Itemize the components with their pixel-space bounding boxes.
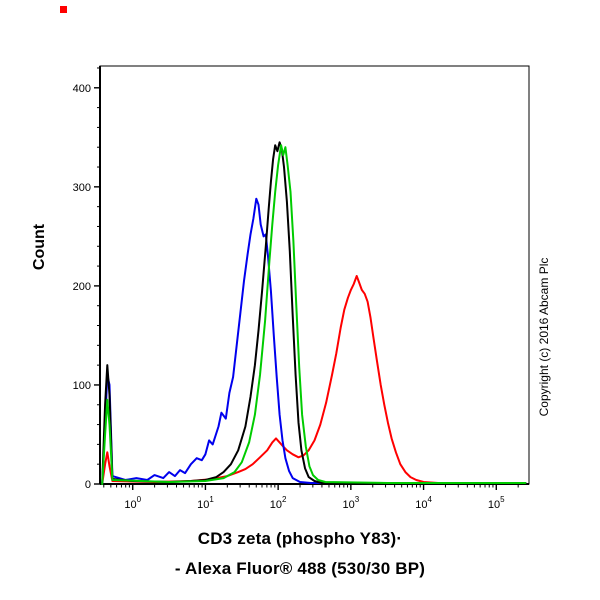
plot-frame (99, 65, 530, 485)
y-tick-label: 400 (73, 83, 91, 95)
x-tick-label: 105 (488, 495, 505, 511)
series-black (101, 141, 527, 485)
x-axis-title-line2: - Alexa Fluor® 488 (530/30 BP) (174, 559, 426, 578)
x-tick-label: 100 (124, 495, 141, 511)
y-axis-ticks: 0 100 200 300 400 (73, 67, 100, 491)
x-tick-label: 102 (270, 495, 287, 511)
series-blue (101, 197, 527, 485)
series-red (101, 275, 527, 485)
x-tick-label: 101 (197, 495, 214, 511)
x-axis-ticks: 100 101 102 103 104 105 (103, 484, 519, 511)
y-tick-label: 0 (85, 479, 91, 491)
y-tick-label: 300 (73, 182, 91, 194)
x-tick-label: 103 (343, 495, 360, 511)
y-tick-label: 200 (73, 281, 91, 293)
copyright-text: Copyright (c) 2016 Abcam Plc (537, 257, 551, 417)
y-tick-label: 100 (73, 380, 91, 392)
series-green (101, 144, 527, 485)
stray-red-mark (60, 6, 67, 13)
y-axis-title: Count (31, 223, 48, 271)
x-tick-label: 104 (415, 495, 432, 511)
series-curves (101, 141, 527, 485)
x-axis-title-line1: CD3 zeta (phospho Y83)· (197, 529, 403, 548)
